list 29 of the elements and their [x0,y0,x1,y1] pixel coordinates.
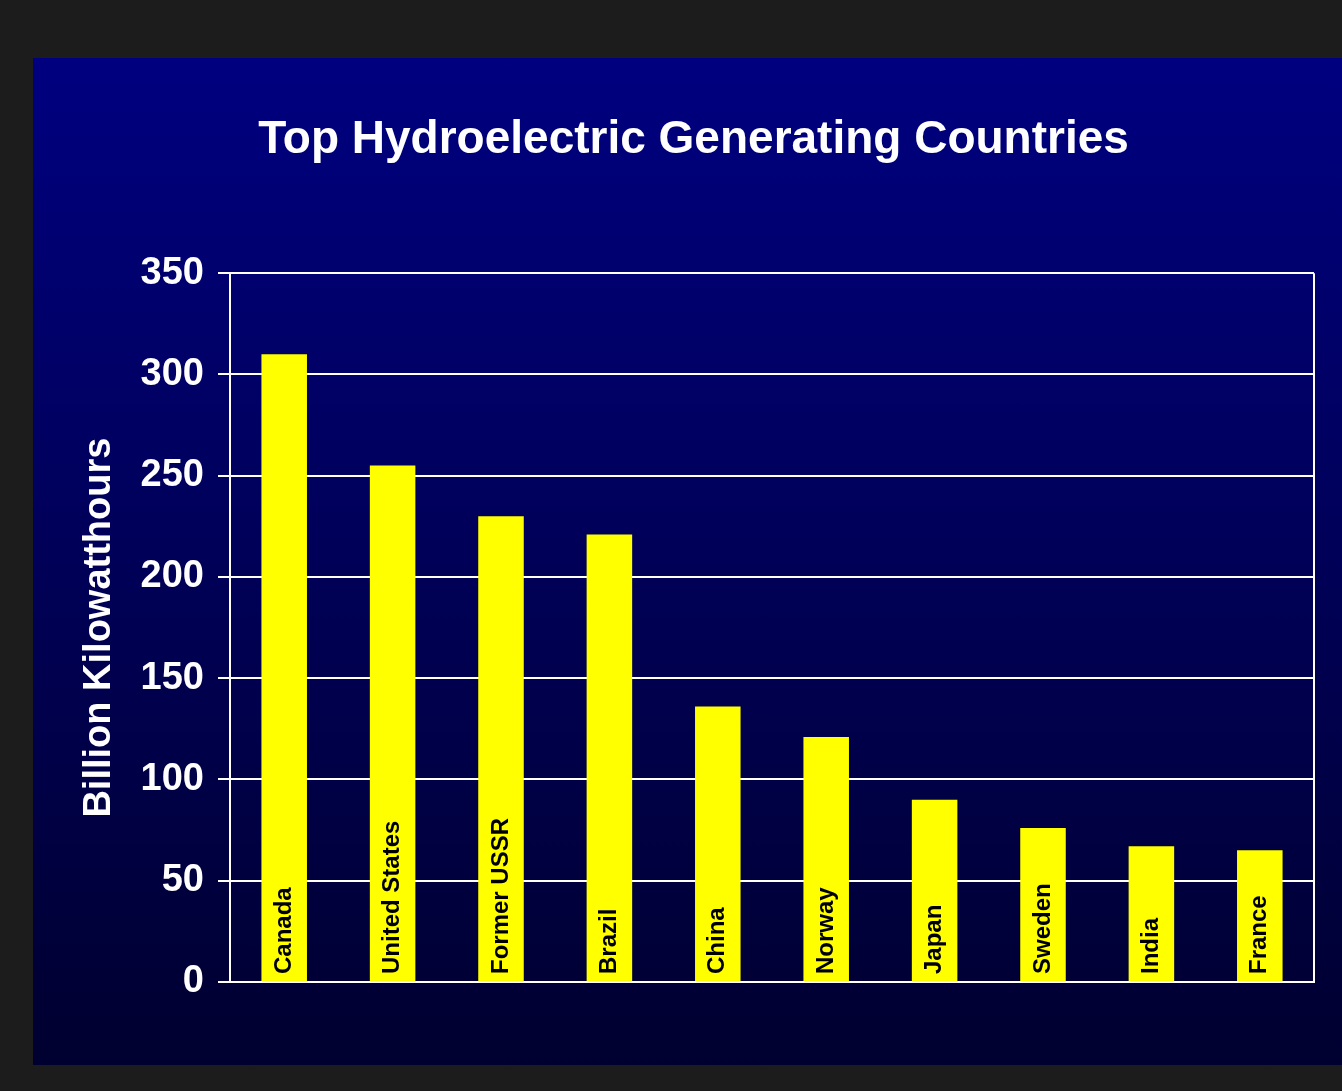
x-tick-label: Canada [268,886,296,974]
bar [261,354,307,981]
chart-title: Top Hydroelectric Generating Countries [258,111,1129,164]
bar [911,799,958,981]
x-tick-label: Former USSR [485,817,513,974]
x-tick-label: France [1244,895,1272,974]
x-tick-label: Japan [919,904,947,974]
bar [586,534,633,981]
y-tick-label: 0 [182,958,204,1001]
bar [1237,850,1283,981]
y-tick-label: 250 [140,452,204,495]
y-tick-label: 100 [140,755,204,798]
x-tick-label: Norway [810,886,838,974]
bar [1128,846,1175,981]
bar [369,465,416,981]
y-tick-label: 200 [140,553,204,596]
y-tick-label: 350 [140,249,204,292]
x-tick-label: China [702,906,730,974]
x-tick-label: Brazil [594,908,622,974]
x-tick-label: United States [377,820,405,974]
y-tick-label: 50 [161,857,204,900]
bar [695,706,741,981]
bar [803,736,849,981]
x-tick-label: India [1136,917,1164,974]
x-tick-label: Sweden [1027,883,1055,974]
y-tick-label: 150 [140,654,204,697]
bar [478,516,524,981]
y-axis-title: Billion Kilowatthours [76,437,119,818]
y-tick-label: 300 [140,350,204,393]
